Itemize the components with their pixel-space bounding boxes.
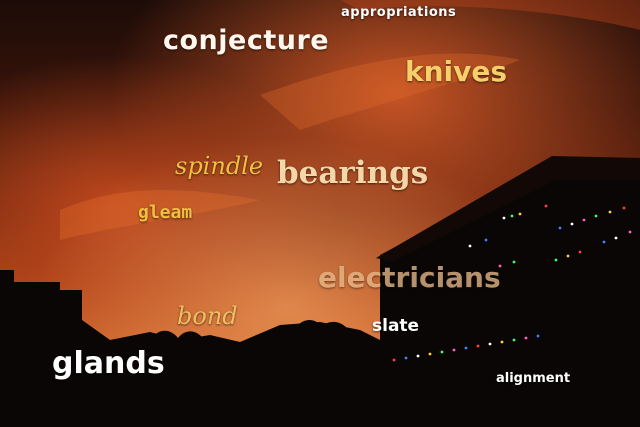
word-gleam: gleam <box>138 202 193 223</box>
word-knives: knives <box>405 55 508 88</box>
word-bearings: bearings <box>277 155 429 191</box>
word-conjecture: conjecture <box>163 25 330 56</box>
word-glands: glands <box>52 346 165 381</box>
word-spindle: spindle <box>175 152 264 180</box>
word-appropriations: appropriations <box>341 5 457 20</box>
word-bond: bond <box>177 302 238 330</box>
word-alignment: alignment <box>496 371 571 386</box>
word-slate: slate <box>372 316 420 336</box>
word-electricians: electricians <box>318 261 501 294</box>
